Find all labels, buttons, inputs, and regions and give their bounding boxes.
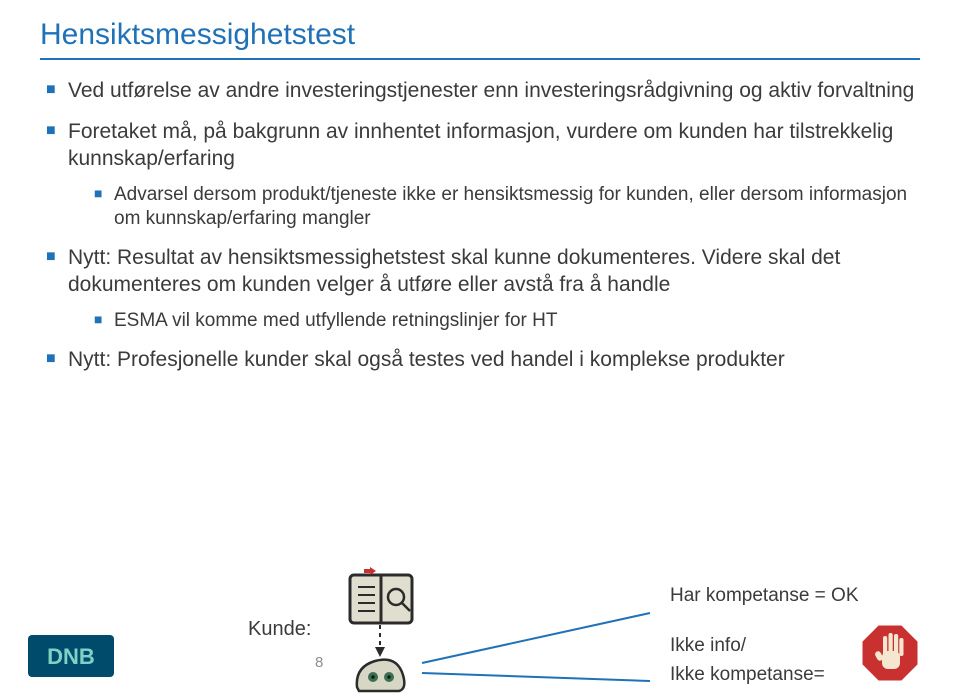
book-icon bbox=[350, 567, 412, 623]
dnb-logo: DNB bbox=[28, 635, 114, 677]
footer: DNB 8 bbox=[0, 621, 960, 681]
bullet-text: Advarsel dersom produkt/tjeneste ikke er… bbox=[114, 184, 907, 229]
page-number: 8 bbox=[315, 654, 323, 671]
outcome-ok: Har kompetanse = OK bbox=[670, 582, 859, 611]
slide: Hensiktsmessighetstest Ved utførelse av … bbox=[0, 0, 960, 693]
logo-text: DNB bbox=[47, 644, 95, 669]
page-title: Hensiktsmessighetstest bbox=[40, 18, 920, 60]
bullet-text: Nytt: Resultat av hensiktsmessighetstest… bbox=[68, 246, 840, 296]
list-item: Ved utførelse av andre investeringstjene… bbox=[46, 78, 920, 105]
list-item: Nytt: Resultat av hensiktsmessighetstest… bbox=[46, 245, 920, 333]
bullet-text: ESMA vil komme med utfyllende retningsli… bbox=[114, 310, 558, 331]
list-item: Foretaket må, på bakgrunn av innhentet i… bbox=[46, 119, 920, 231]
bullet-text: Ved utførelse av andre investeringstjene… bbox=[68, 79, 914, 102]
list-item: Advarsel dersom produkt/tjeneste ikke er… bbox=[94, 183, 920, 232]
bullet-text: Nytt: Profesjonelle kunder skal også tes… bbox=[68, 348, 785, 371]
list-item: Nytt: Profesjonelle kunder skal også tes… bbox=[46, 347, 920, 374]
bullet-text: Foretaket må, på bakgrunn av innhentet i… bbox=[68, 120, 893, 170]
sub-bullet-list: Advarsel dersom produkt/tjeneste ikke er… bbox=[68, 183, 920, 232]
list-item: ESMA vil komme med utfyllende retningsli… bbox=[94, 309, 920, 333]
bullet-list: Ved utførelse av andre investeringstjene… bbox=[40, 78, 920, 374]
sub-bullet-list: ESMA vil komme med utfyllende retningsli… bbox=[68, 309, 920, 333]
